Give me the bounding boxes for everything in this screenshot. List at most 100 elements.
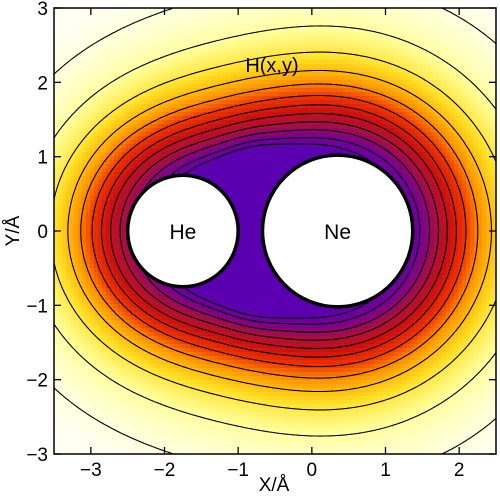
field-cell — [110, 152, 115, 157]
field-cell — [162, 60, 167, 65]
field-cell — [486, 44, 491, 49]
field-cell — [378, 164, 383, 169]
field-cell — [58, 188, 63, 193]
field-cell — [182, 112, 187, 117]
field-cell — [234, 176, 239, 181]
field-cell — [350, 44, 355, 49]
field-cell — [182, 72, 187, 77]
field-cell — [326, 92, 331, 97]
field-cell — [150, 68, 155, 73]
field-cell — [418, 136, 423, 141]
field-cell — [326, 132, 331, 137]
field-cell — [82, 164, 87, 169]
field-cell — [446, 116, 451, 121]
field-cell — [258, 80, 263, 85]
field-cell — [154, 164, 159, 169]
field-cell — [178, 60, 183, 65]
field-cell — [350, 60, 355, 65]
field-cell — [430, 28, 435, 33]
field-cell — [218, 156, 223, 161]
field-cell — [394, 140, 399, 145]
field-cell — [90, 140, 95, 145]
field-cell — [382, 156, 387, 161]
field-cell — [218, 72, 223, 77]
field-cell — [346, 16, 351, 21]
field-cell — [166, 36, 171, 41]
field-cell — [286, 124, 291, 129]
field-cell — [130, 184, 135, 189]
field-cell — [462, 136, 467, 141]
field-cell — [186, 24, 191, 29]
field-cell — [410, 128, 415, 133]
field-cell — [82, 124, 87, 129]
field-cell — [494, 96, 496, 101]
field-cell — [246, 164, 251, 169]
field-cell — [302, 116, 307, 121]
field-cell — [186, 84, 191, 89]
field-cell — [62, 16, 67, 21]
field-cell — [478, 96, 483, 101]
field-cell — [106, 20, 111, 25]
field-cell — [442, 184, 447, 189]
field-cell — [206, 148, 211, 153]
field-cell — [318, 140, 323, 145]
field-cell — [262, 32, 267, 37]
field-cell — [266, 156, 271, 161]
field-cell — [490, 140, 495, 145]
field-cell — [90, 132, 95, 137]
field-cell — [490, 52, 495, 57]
field-cell — [166, 116, 171, 121]
field-cell — [274, 88, 279, 93]
field-cell — [130, 76, 135, 81]
field-cell — [434, 60, 439, 65]
field-cell — [106, 24, 111, 29]
field-cell — [434, 52, 439, 57]
field-cell — [398, 12, 403, 17]
field-cell — [222, 12, 227, 17]
field-cell — [70, 60, 75, 65]
field-cell — [250, 160, 255, 165]
field-cell — [154, 24, 159, 29]
field-cell — [98, 44, 103, 49]
field-cell — [402, 148, 407, 153]
field-cell — [362, 72, 367, 77]
field-cell — [438, 96, 443, 101]
field-cell — [290, 108, 295, 113]
field-cell — [470, 116, 475, 121]
field-cell — [118, 44, 123, 49]
field-cell — [106, 164, 111, 169]
field-cell — [378, 96, 383, 101]
field-cell — [450, 76, 455, 81]
field-cell — [78, 156, 83, 161]
field-cell — [214, 32, 219, 37]
field-cell — [466, 8, 471, 13]
field-cell — [90, 60, 95, 65]
field-cell — [130, 128, 135, 133]
field-cell — [474, 12, 479, 17]
field-cell — [74, 24, 79, 29]
field-cell — [118, 128, 123, 133]
field-cell — [166, 132, 171, 137]
field-cell — [106, 88, 111, 93]
field-cell — [270, 100, 275, 105]
field-cell — [58, 168, 63, 173]
field-cell — [386, 32, 391, 37]
field-cell — [306, 48, 311, 53]
field-cell — [214, 112, 219, 117]
field-cell — [154, 44, 159, 49]
field-cell — [254, 76, 259, 81]
field-cell — [154, 148, 159, 153]
field-cell — [330, 52, 335, 57]
field-cell — [258, 72, 263, 77]
field-cell — [58, 84, 63, 89]
field-cell — [254, 36, 259, 41]
field-cell — [270, 116, 275, 121]
field-cell — [194, 36, 199, 41]
field-cell — [86, 104, 91, 109]
field-cell — [106, 116, 111, 121]
field-cell — [190, 52, 195, 57]
field-cell — [70, 144, 75, 149]
field-cell — [270, 36, 275, 41]
field-cell — [106, 12, 111, 17]
field-cell — [78, 164, 83, 169]
